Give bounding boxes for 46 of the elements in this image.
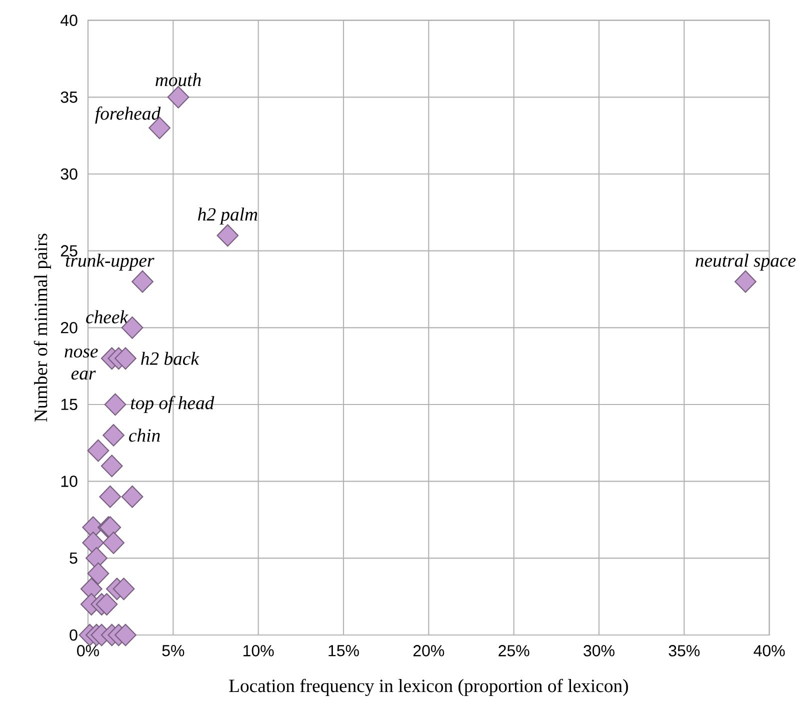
annotation: mouth bbox=[156, 73, 201, 86]
y-tick-label: 0 bbox=[70, 629, 78, 641]
point bbox=[104, 393, 126, 416]
x-tick-label: 15% bbox=[328, 645, 359, 656]
y-tick-label: 35 bbox=[60, 92, 78, 103]
point bbox=[121, 486, 144, 508]
annotation: chin bbox=[129, 428, 160, 442]
point bbox=[167, 86, 190, 108]
x-tick-label: 5% bbox=[162, 645, 184, 656]
point bbox=[99, 486, 122, 508]
y-tick-label: 30 bbox=[60, 168, 78, 180]
point bbox=[102, 424, 124, 446]
annotation: h2 back bbox=[141, 352, 200, 365]
x-tick-label: 25% bbox=[498, 645, 530, 656]
y-tick-label: 5 bbox=[70, 552, 78, 564]
point bbox=[114, 347, 136, 370]
annotation: h2 palm bbox=[198, 208, 258, 225]
point bbox=[112, 578, 135, 600]
y-tick-label: 10 bbox=[61, 476, 78, 487]
point bbox=[132, 270, 154, 293]
y-tick-label: 20 bbox=[60, 322, 78, 334]
x-axis-title: Location frequency in lexicon (proportion of lexicon) bbox=[229, 678, 628, 696]
point bbox=[216, 224, 239, 247]
annotation: nose bbox=[64, 348, 98, 358]
point bbox=[87, 439, 110, 462]
x-tick-label: 30% bbox=[584, 645, 614, 656]
point bbox=[114, 624, 136, 646]
annotation: top of head bbox=[131, 396, 214, 414]
x-tick-label: 35% bbox=[668, 645, 700, 656]
y-tick-label: 15 bbox=[61, 398, 78, 410]
point bbox=[102, 532, 124, 554]
y-axis-title: Number of minimal pairs bbox=[34, 234, 52, 422]
annotation: neutral space bbox=[696, 254, 796, 271]
y-tick-label: 40 bbox=[60, 14, 78, 26]
annotation: cheek bbox=[86, 310, 128, 324]
annotation: ear bbox=[71, 370, 96, 380]
x-tick-label: 40% bbox=[754, 645, 785, 656]
x-tick-label: 10% bbox=[244, 645, 274, 656]
point bbox=[87, 562, 110, 585]
annotation: forehead bbox=[95, 106, 161, 124]
point bbox=[100, 454, 123, 478]
point bbox=[734, 270, 756, 293]
point bbox=[82, 532, 104, 554]
x-tick-label: 0% bbox=[77, 645, 99, 656]
x-tick-label: 20% bbox=[413, 645, 444, 656]
point bbox=[96, 593, 118, 616]
